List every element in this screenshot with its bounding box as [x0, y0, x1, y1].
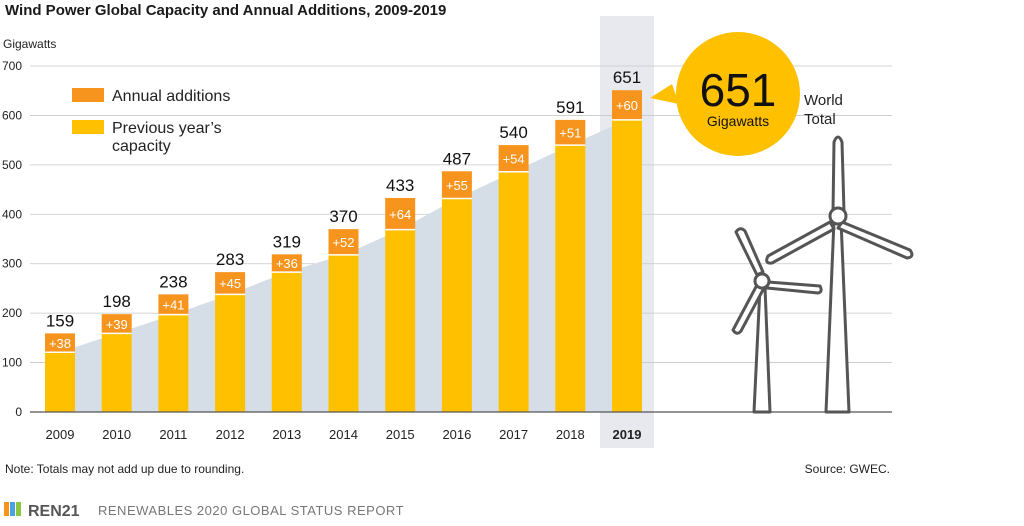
bar-additions-2009: [45, 333, 75, 353]
addition-label-2009: +38: [49, 336, 71, 351]
total-label-2013: 319: [273, 232, 301, 251]
large-turbine-blade-right: [836, 220, 914, 260]
legend-label-additions: Annual additions: [112, 88, 230, 105]
report-title: RENEWABLES 2020 GLOBAL STATUS REPORT: [98, 503, 404, 518]
callout-pointer: [650, 84, 679, 104]
bar-previous-2012: [215, 294, 246, 412]
addition-label-2011: +41: [162, 297, 184, 312]
bars: +38 159 +39 198 +41 238 +45 283 +36 319 +52 370 +64 4…: [45, 68, 642, 413]
total-label-2019: 651: [613, 68, 641, 87]
bar-additions-2011: [158, 294, 189, 315]
addition-label-2018: +51: [559, 125, 581, 140]
total-label-2015: 433: [386, 176, 414, 195]
footnote: Note: Totals may not add up due to round…: [5, 462, 244, 476]
bar-additions-2015: [385, 197, 416, 230]
total-label-2016: 487: [443, 149, 471, 168]
addition-label-2010: +39: [106, 317, 128, 332]
source-note: Source: GWEC.: [805, 462, 890, 476]
bar-previous-2013: [271, 272, 302, 412]
callout-value: 651: [700, 64, 777, 116]
total-callout: 651 Gigawatts World Total: [650, 32, 843, 156]
x-tick-2017: 2017: [499, 427, 528, 442]
addition-label-2015: +64: [389, 207, 411, 222]
legend-swatch-previous: [72, 120, 104, 134]
addition-label-2012: +45: [219, 276, 241, 291]
legend-label-previous-line1: Previous year’s: [112, 120, 222, 137]
y-tick-500: 500: [2, 158, 22, 172]
total-label-2010: 198: [103, 292, 131, 311]
wind-turbine-icon: [731, 135, 914, 414]
total-label-2011: 238: [159, 272, 187, 291]
y-tick-400: 400: [2, 207, 22, 221]
ren21-logo: REN21: [4, 502, 80, 520]
y-axis-ticks: 0 100 200 300 400 500 600 700: [2, 59, 22, 419]
legend-swatch-additions: [72, 88, 104, 102]
large-turbine-blade-up: [831, 135, 846, 214]
x-tick-2014: 2014: [329, 427, 358, 442]
chart-title: Wind Power Global Capacity and Annual Ad…: [5, 2, 446, 19]
y-tick-200: 200: [2, 306, 22, 320]
large-turbine-blade-left: [765, 220, 836, 265]
small-turbine-blade-right: [765, 280, 823, 295]
total-label-2014: 370: [329, 207, 357, 226]
total-label-2012: 283: [216, 250, 244, 269]
large-turbine-hub: [828, 206, 848, 226]
x-tick-2012: 2012: [216, 427, 245, 442]
bar-previous-2017: [498, 171, 529, 412]
addition-label-2013: +36: [276, 256, 298, 271]
large-turbine-tower: [824, 218, 851, 414]
callout-bubble: [676, 32, 800, 156]
legend-label-previous-line2: capacity: [112, 138, 171, 155]
bar-previous-2014: [328, 254, 359, 412]
total-label-2018: 591: [556, 98, 584, 117]
y-tick-700: 700: [2, 59, 22, 73]
bar-previous-2019: [612, 119, 642, 413]
bar-additions-2016: [441, 171, 472, 199]
x-tick-2010: 2010: [102, 427, 131, 442]
small-turbine-hub: [753, 272, 771, 290]
bar-previous-2018: [555, 145, 586, 413]
bar-previous-2010: [101, 333, 132, 412]
bar-additions-2019: [612, 90, 642, 120]
y-axis-label: Gigawatts: [3, 37, 56, 51]
small-turbine-blade-left: [731, 283, 766, 335]
bar-additions-2018: [555, 119, 586, 146]
x-tick-2016: 2016: [442, 427, 471, 442]
addition-label-2014: +52: [332, 235, 354, 250]
bar-additions-2012: [215, 272, 246, 295]
callout-total-label: Total: [804, 111, 836, 128]
x-tick-2019: 2019: [613, 427, 642, 442]
bar-previous-2015: [385, 229, 416, 412]
x-tick-2013: 2013: [272, 427, 301, 442]
legend: Annual additions Previous year’s capacit…: [72, 88, 230, 155]
addition-label-2016: +55: [446, 178, 468, 193]
x-tick-2015: 2015: [386, 427, 415, 442]
bar-previous-2011: [158, 314, 189, 412]
callout-unit: Gigawatts: [707, 113, 769, 129]
bar-additions-2013: [271, 254, 302, 273]
x-tick-2009: 2009: [46, 427, 75, 442]
total-label-2009: 159: [46, 311, 74, 330]
small-turbine-tower: [752, 285, 772, 414]
y-tick-0: 0: [15, 405, 22, 419]
bar-additions-2017: [498, 145, 529, 172]
callout-world-label: World: [804, 92, 843, 109]
addition-label-2017: +54: [503, 151, 525, 166]
x-tick-2018: 2018: [556, 427, 585, 442]
brand-name: REN21: [28, 503, 80, 520]
bar-additions-2010: [101, 314, 132, 334]
y-tick-600: 600: [2, 108, 22, 122]
y-tick-100: 100: [2, 356, 22, 370]
bar-additions-2014: [328, 229, 359, 255]
total-label-2017: 540: [499, 123, 527, 142]
bar-previous-2009: [45, 352, 75, 412]
small-turbine-blade-up: [734, 227, 765, 277]
x-tick-2011: 2011: [159, 427, 187, 442]
x-axis-ticks: 2009 2010 2011 2012 2013 2014 2015 2016 2017 2018…: [46, 427, 642, 442]
y-tick-300: 300: [2, 257, 22, 271]
bar-previous-2016: [441, 198, 472, 412]
addition-label-2019: +60: [616, 98, 638, 113]
